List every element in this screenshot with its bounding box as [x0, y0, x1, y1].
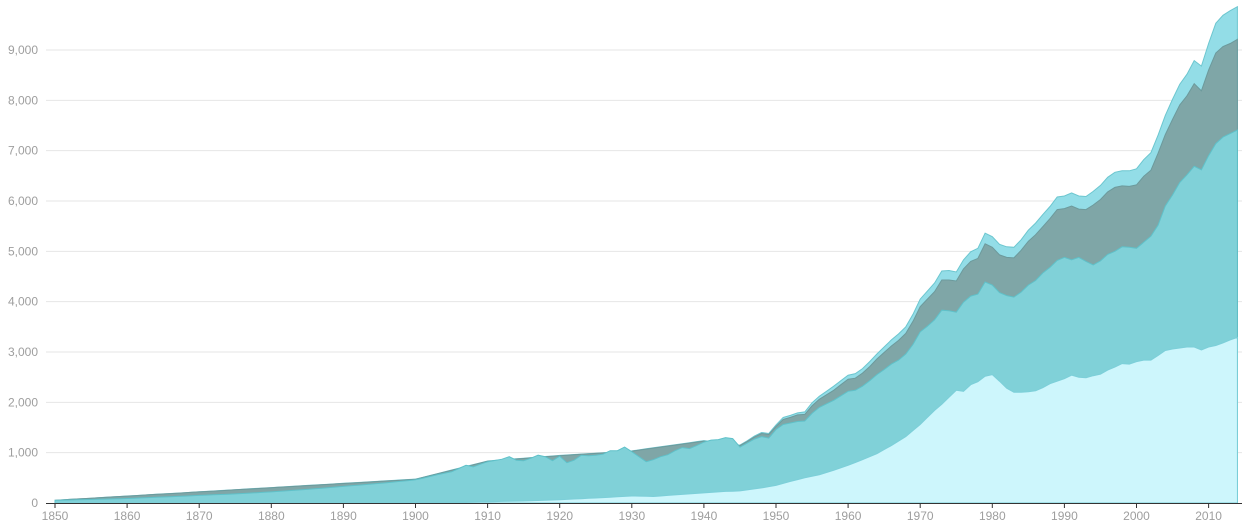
x-tick-label: 1850	[42, 509, 69, 523]
x-tick-label: 2010	[1195, 509, 1222, 523]
axes: 0 1,000 2,000 3,000 4,000 5,000 6,000 7,000 8,00…	[8, 43, 1242, 523]
area-series-0	[55, 336, 1238, 504]
gridlines	[46, 49, 1242, 454]
y-tick-label: 1,000	[8, 446, 38, 460]
y-tick-label: 2,000	[8, 395, 38, 409]
x-tick-label: 1990	[1051, 509, 1078, 523]
x-tick-label: 1950	[763, 509, 790, 523]
x-tick-label: 1930	[618, 509, 645, 523]
y-tick-label: 8,000	[8, 93, 38, 107]
x-tick-label: 1970	[907, 509, 934, 523]
x-tick-label: 1920	[546, 509, 573, 523]
y-tick-label: 5,000	[8, 244, 38, 258]
x-tick-label: 1980	[979, 509, 1006, 523]
x-tick-label: 1880	[258, 509, 285, 523]
x-tick-label: 2000	[1123, 509, 1150, 523]
x-tick-label: 1890	[330, 509, 357, 523]
y-tick-label: 4,000	[8, 295, 38, 309]
x-tick-label: 1960	[835, 509, 862, 523]
x-tick-label: 1870	[186, 509, 213, 523]
x-tick-label: 1900	[402, 509, 429, 523]
y-tick-label: 6,000	[8, 194, 38, 208]
y-tick-label: 9,000	[8, 43, 38, 57]
y-tick-label: 7,000	[8, 144, 38, 158]
x-tick-label: 1940	[691, 509, 718, 523]
x-tick-label: 1910	[474, 509, 501, 523]
x-tick-label: 1860	[114, 509, 141, 523]
y-tick-label: 0	[31, 496, 38, 510]
area-series-group	[54, 5, 1238, 504]
y-tick-label: 3,000	[8, 345, 38, 359]
